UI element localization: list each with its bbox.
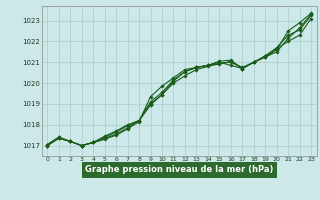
X-axis label: Graphe pression niveau de la mer (hPa): Graphe pression niveau de la mer (hPa) [85,165,273,174]
